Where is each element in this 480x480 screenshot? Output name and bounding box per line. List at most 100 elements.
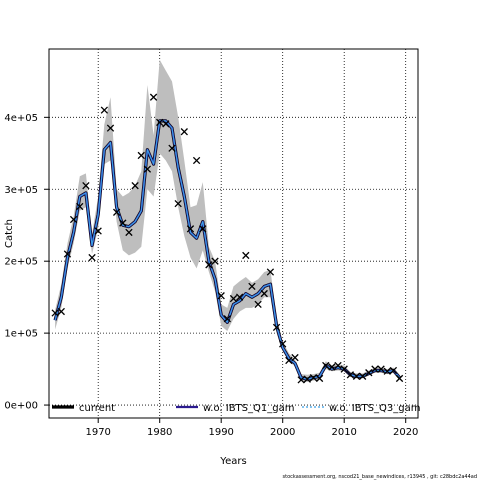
observed-point-stroke [119,219,127,227]
observed-point [260,289,268,298]
observed-point-stroke [365,369,373,377]
observed-point-stroke [248,282,256,291]
series-lines [53,119,401,381]
observed-point-stroke [235,293,244,301]
observed-point-stroke [168,144,176,152]
observed-point [199,225,207,233]
observed-point [162,120,170,128]
y-tick-label: 3e+05 [4,185,38,196]
observed-point [303,375,311,383]
observed-point-stroke [112,208,121,216]
observed-point-stroke [131,182,139,190]
observed-point [242,251,250,260]
observed-point [291,353,299,362]
observed-point-stroke [143,165,152,173]
observed-point-stroke [346,371,355,379]
observed-point [192,156,201,165]
observed-point [205,261,213,269]
observed-point [106,124,115,132]
observed-point [334,361,342,370]
footer-text: stockassessment.org, nscod21_base_newind… [283,474,477,480]
observed-point [51,309,59,317]
observed-point [279,340,287,348]
legend-entry: current [52,403,115,414]
observed-point-stroke [162,120,170,128]
observed-point [223,315,232,323]
legend-entry: w.o. IBTS_Q3_gam [302,403,420,414]
observed-point [180,128,188,136]
observed-point-stroke [125,228,133,237]
observed-point [217,292,225,300]
observed-point [248,282,256,291]
observed-point [57,307,65,316]
observed-point-stroke [260,289,268,298]
observed-point [377,365,385,373]
observed-point [137,151,145,160]
observed-point-stroke [186,225,195,233]
observed-point-stroke [371,365,379,373]
x-tick-label: 1980 [147,427,172,438]
x-tick-label: 1970 [85,427,110,438]
observed-point-stroke [291,353,299,362]
observed-point [365,369,373,377]
observed-point-stroke [272,323,281,332]
observed-point-stroke [94,227,102,235]
observed-point [76,202,84,211]
observed-point-stroke [88,253,96,262]
observed-point-stroke [358,372,367,380]
observed-point [297,376,305,384]
y-tick-label: 4e+05 [4,113,38,124]
observed-point [82,182,90,190]
observed-point-stroke [57,307,65,316]
observed-point [309,374,318,382]
y-tick-label: 1e+05 [4,329,38,340]
observed-point-stroke [377,365,385,373]
observed-point [174,199,182,208]
observed-point [168,144,176,152]
y-tick-label: 0e+00 [4,401,38,412]
observed-point [254,300,262,309]
observed-point [358,372,367,380]
legend: current w.o. IBTS_Q1_gam w.o. IBTS_Q3_gam [52,403,420,414]
observed-point [63,250,72,258]
observed-point [235,293,244,301]
observed-point [112,208,121,216]
observed-point [315,374,324,383]
observed-point-stroke [205,261,213,269]
observed-point [88,253,96,262]
legend-entry: w.o. IBTS_Q1_gam [176,403,294,414]
y-axis-title: Catch [4,219,15,248]
observed-point [272,323,281,332]
observed-point [389,366,398,375]
observed-point-stroke [137,151,145,160]
observed-point-stroke [395,374,404,383]
observed-point-stroke [328,363,336,371]
observed-point-stroke [76,202,84,211]
observed-point-stroke [192,156,201,165]
observed-point-stroke [69,215,78,224]
observed-point-stroke [217,292,225,300]
observed-point [131,182,139,190]
observed-point-stroke [315,374,324,383]
legend-label: current [79,403,115,414]
x-tick-label: 1990 [208,427,233,438]
observed-point [352,372,361,380]
observed-point [266,268,275,276]
observed-point [149,93,158,101]
observed-point-stroke [383,367,391,375]
observed-point [69,215,78,224]
observed-point [395,374,404,383]
observed-point [143,165,152,173]
observed-point [383,367,391,375]
observed-point-stroke [254,300,262,309]
observed-point-stroke [106,124,115,132]
x-tick-label: 2010 [331,427,356,438]
observed-point [346,371,355,379]
observed-point-stroke [322,361,330,370]
observed-points [51,93,404,384]
observed-point-stroke [303,375,311,383]
observed-point-stroke [242,251,250,260]
observed-point [371,365,379,373]
